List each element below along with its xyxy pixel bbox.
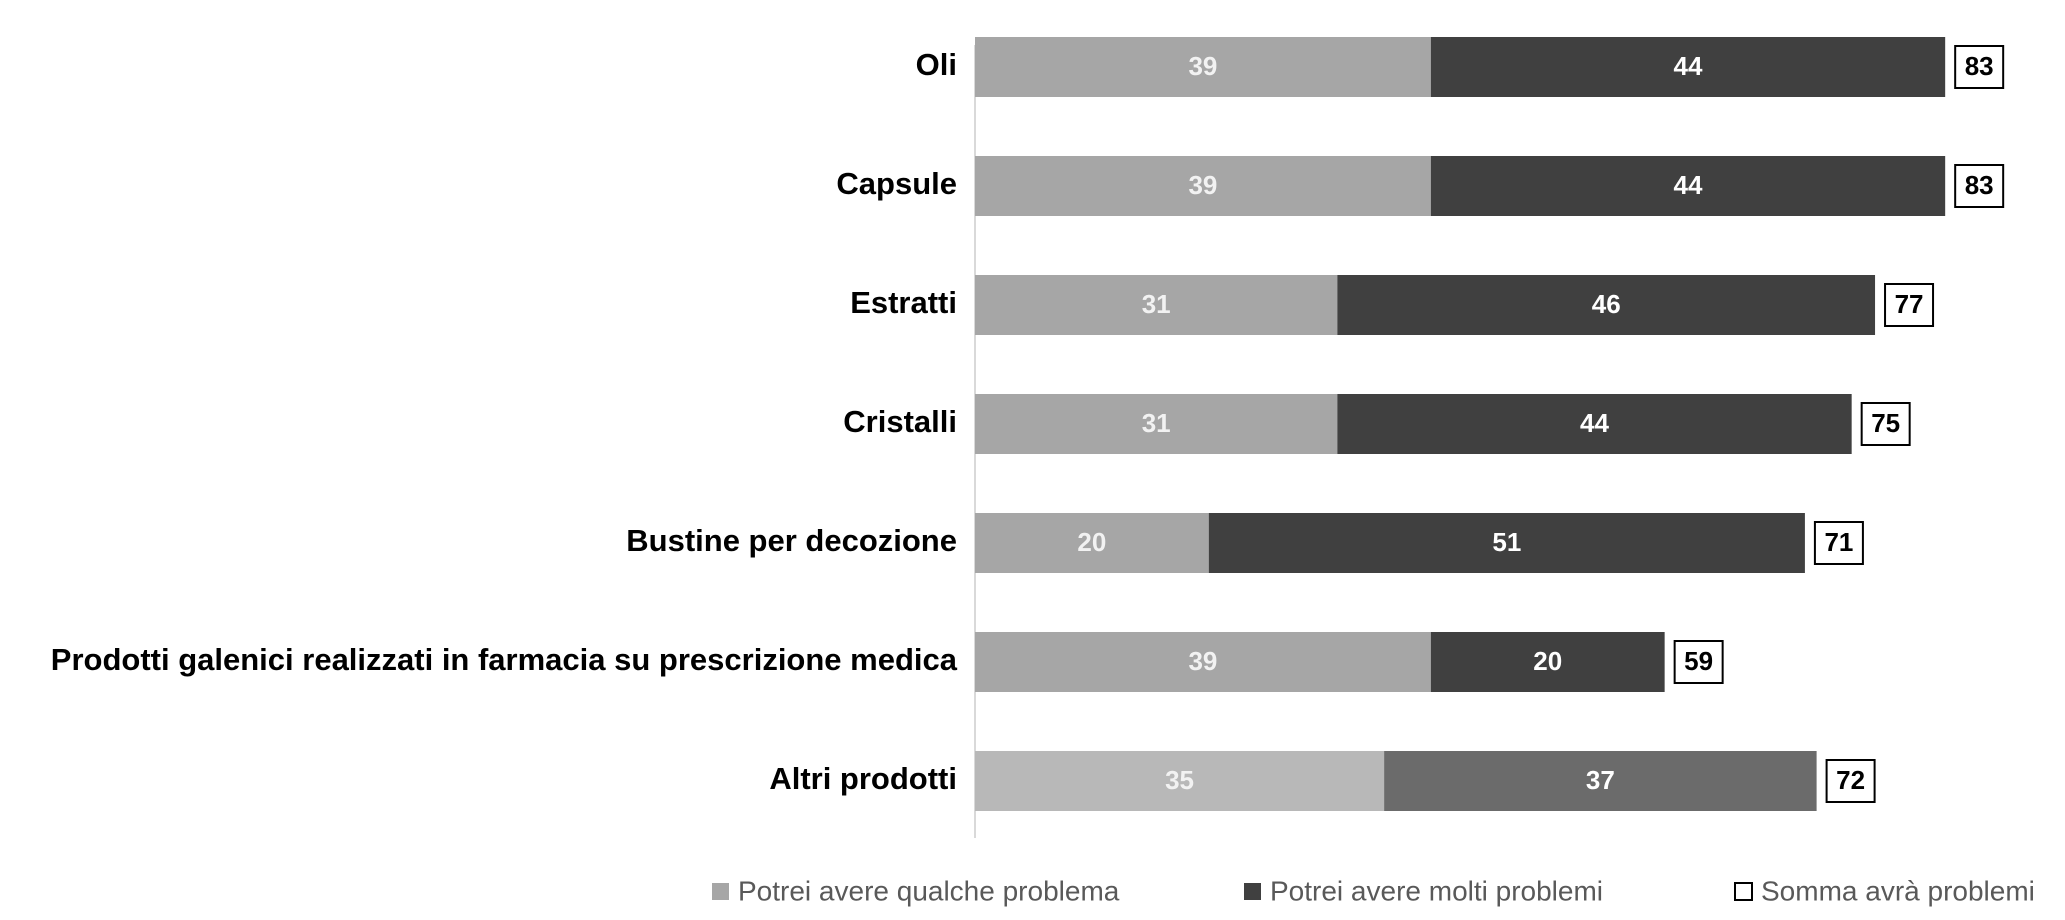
value-label: 39	[1188, 170, 1217, 200]
category-label: Capsule	[836, 166, 957, 201]
total-box	[1884, 283, 1935, 327]
bar-segment	[1430, 156, 1946, 216]
value-label: 31	[1142, 289, 1171, 319]
value-label: 20	[1077, 527, 1106, 557]
category-label: Cristalli	[843, 404, 957, 439]
category-label: Altri prodotti	[769, 761, 957, 796]
value-label: 35	[1165, 765, 1194, 795]
value-label: 39	[1188, 646, 1217, 676]
legend-label: Somma avrà problemi	[1761, 875, 2035, 906]
value-label: 51	[1492, 527, 1521, 557]
bar-segment	[975, 751, 1385, 811]
total-label: 72	[1836, 765, 1865, 795]
legend-label: Potrei avere molti problemi	[1270, 875, 1603, 906]
value-label: 31	[1142, 408, 1171, 438]
bar-segment	[1337, 394, 1852, 454]
total-box	[1673, 640, 1724, 684]
value-label: 37	[1586, 765, 1615, 795]
bar-segment	[1208, 513, 1805, 573]
total-label: 71	[1824, 527, 1853, 557]
bar-segment	[975, 156, 1431, 216]
bar-segment	[1430, 37, 1946, 97]
value-label: 39	[1188, 51, 1217, 81]
bar-segment	[1337, 275, 1876, 335]
value-label: 20	[1533, 646, 1562, 676]
total-label: 59	[1684, 646, 1713, 676]
bar-segment	[975, 275, 1338, 335]
legend-swatch	[712, 883, 729, 900]
category-label: Prodotti galenici realizzati in farmacia…	[51, 642, 958, 677]
total-box	[1825, 759, 1876, 803]
value-label: 44	[1674, 51, 1703, 81]
total-box	[1954, 45, 2005, 89]
bar-segment	[975, 37, 1431, 97]
category-label: Oli	[916, 47, 957, 82]
total-box	[1813, 521, 1864, 565]
category-label: Estratti	[850, 285, 957, 320]
total-label: 77	[1895, 289, 1924, 319]
legend-swatch	[1734, 882, 1753, 901]
total-label: 83	[1965, 51, 1994, 81]
value-label: 44	[1674, 170, 1703, 200]
bar-segment	[975, 513, 1209, 573]
bar-segment	[1430, 632, 1665, 692]
value-label: 46	[1592, 289, 1621, 319]
total-label: 75	[1871, 408, 1900, 438]
total-box	[1954, 164, 2005, 208]
category-label: Bustine per decozione	[626, 523, 957, 558]
total-label: 83	[1965, 170, 1994, 200]
value-label: 44	[1580, 408, 1609, 438]
total-box	[1860, 402, 1911, 446]
legend-swatch	[1244, 883, 1261, 900]
bar-segment	[975, 394, 1338, 454]
legend-label: Potrei avere qualche problema	[738, 875, 1120, 906]
bar-segment	[1384, 751, 1817, 811]
bar-segment	[975, 632, 1431, 692]
